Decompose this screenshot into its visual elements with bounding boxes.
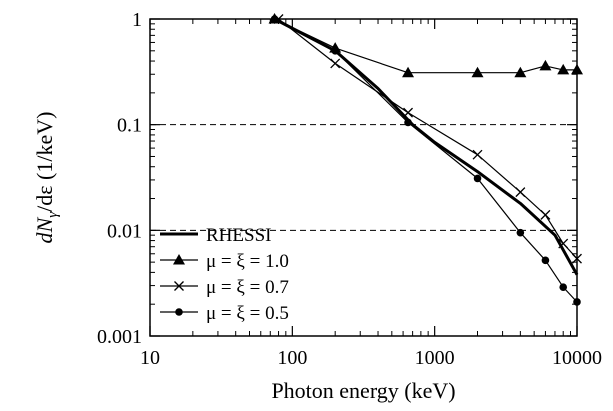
data-point-triangle — [471, 66, 484, 78]
y-axis-title-main: dN — [32, 216, 57, 243]
data-point-circle — [559, 283, 568, 291]
axis-ticks: 10 100 1000 10000 0.001 0.01 0.1 1 — [97, 9, 602, 369]
y-tick-label: 0.1 — [117, 115, 142, 137]
data-point-cross-stroke-b — [330, 58, 341, 69]
data-point-cross-stroke-b — [540, 209, 551, 220]
legend-label-0: RHESSI — [206, 225, 271, 246]
y-tick-label: 0.001 — [97, 326, 142, 348]
x-tick-label: 10000 — [552, 347, 602, 369]
data-point-cross-stroke-b — [403, 107, 413, 118]
data-point-circle — [404, 118, 412, 127]
series-0 — [273, 17, 579, 276]
legend-label-3: μ = ξ = 0.5 — [206, 303, 289, 324]
data-point-triangle — [557, 63, 570, 75]
data-point-cross — [540, 209, 551, 220]
data-point-cross-stroke-b — [472, 149, 483, 160]
legend-marker-triangle — [173, 254, 185, 265]
legend-label-1: μ = ξ = 1.0 — [206, 251, 289, 272]
data-point-circle — [473, 174, 482, 183]
data-point-cross-stroke-b — [558, 238, 569, 249]
x-tick-label: 1000 — [415, 347, 455, 369]
series-line-3 — [274, 18, 578, 303]
y-axis-title-rest: /dε (1/keV) — [32, 112, 57, 212]
y-tick-label: 1 — [132, 9, 142, 31]
plot-area-frame — [149, 18, 578, 337]
legend: RHESSI μ = ξ = 1.0 μ = ξ = 0.7 μ = ξ = 0.5 — [160, 225, 289, 324]
series-2 — [273, 14, 582, 264]
data-point-cross — [472, 149, 483, 160]
y-tick-label: 0.01 — [107, 220, 142, 242]
x-tick-label: 100 — [277, 347, 307, 369]
series-1 — [268, 13, 583, 78]
series-line-2 — [278, 18, 578, 260]
x-axis-title: Photon energy (keV) — [271, 378, 455, 403]
data-point-circle — [516, 228, 525, 237]
gridlines — [150, 124, 577, 231]
data-point-circle — [331, 47, 339, 55]
data-point-cross-stroke-b — [515, 187, 526, 198]
series-3 — [270, 15, 581, 306]
series-group — [268, 13, 583, 306]
data-point-triangle — [402, 66, 415, 78]
legend-marker-cross — [174, 281, 184, 291]
x-tick-label: 10 — [140, 347, 160, 369]
data-point-triangle — [539, 59, 552, 71]
y-axis-title-subscript: γ — [45, 211, 61, 218]
data-point-cross — [403, 107, 413, 118]
legend-label-2: μ = ξ = 0.7 — [206, 277, 289, 298]
data-point-circle — [541, 256, 550, 265]
data-point-triangle — [514, 66, 527, 78]
legend-marker-circle — [175, 308, 183, 316]
data-point-cross — [330, 58, 341, 69]
series-line-0 — [273, 17, 579, 276]
series-line-1 — [274, 18, 577, 74]
data-point-cross — [558, 238, 569, 249]
y-axis-title: dNγ/dε (1/keV) — [32, 112, 61, 244]
legend-marker-cross-stroke-b — [174, 281, 184, 291]
data-point-cross — [515, 187, 526, 198]
